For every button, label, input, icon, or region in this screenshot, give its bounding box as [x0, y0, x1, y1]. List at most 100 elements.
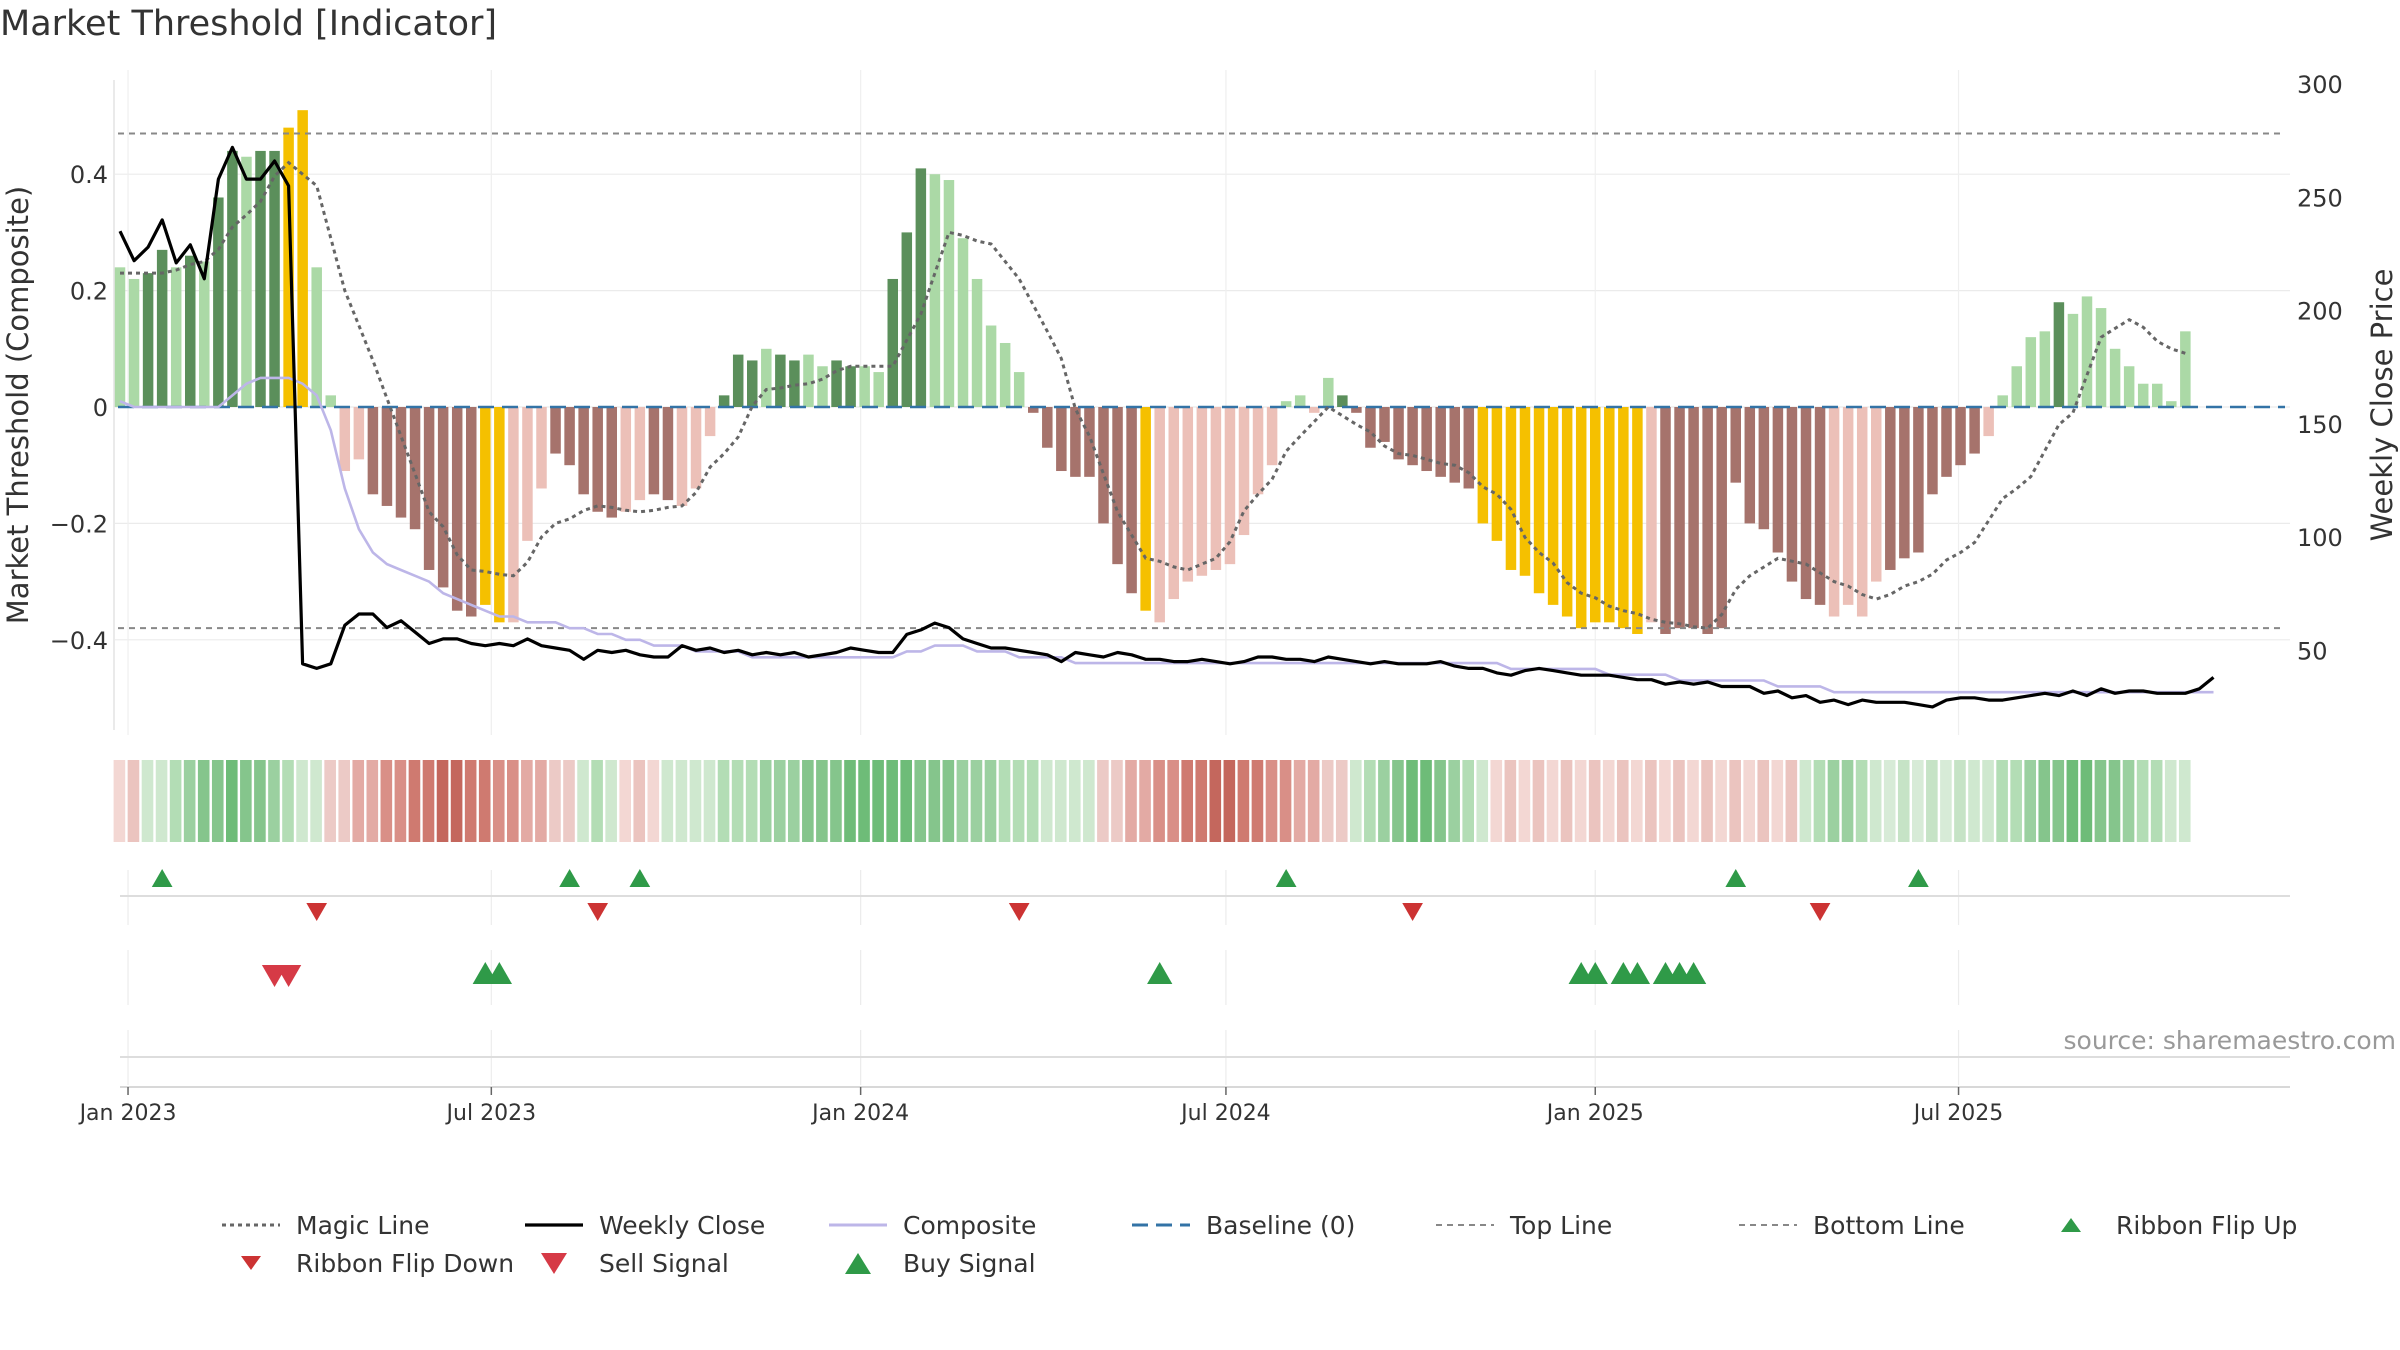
y2-tick-label: 300 — [2297, 71, 2343, 99]
buy-signal-marker — [1624, 962, 1651, 984]
composite-bar — [704, 407, 716, 437]
composite-bar — [915, 168, 927, 407]
axes: 0.4 0.2 0 −0.2 −0.4 300 250 200 150 100 50 Market T… — [1, 71, 2399, 1126]
composite-bar — [2137, 383, 2149, 407]
legend-swatch — [220, 1248, 282, 1278]
ribbon-cell — [928, 760, 941, 842]
composite-bar — [1547, 407, 1559, 605]
composite-bar — [339, 407, 351, 472]
composite-bar — [1028, 407, 1039, 413]
composite-bar — [1730, 407, 1741, 483]
ribbon-cell — [1841, 760, 1854, 842]
composite-bar — [269, 150, 280, 408]
ribbon-strip — [113, 760, 2191, 842]
x-tick-label: Jul 2024 — [1179, 1101, 1271, 1126]
ribbon-cell — [970, 760, 983, 842]
ribbon-cell — [549, 760, 561, 842]
ribbon-cell — [2150, 760, 2163, 842]
composite-bar — [1477, 407, 1489, 524]
legend-label: Ribbon Flip Up — [2116, 1210, 2298, 1240]
composite-bar — [1899, 407, 1910, 559]
composite-bar — [929, 174, 941, 407]
composite-bar — [297, 110, 308, 408]
composite-bar — [1842, 407, 1854, 605]
y2-tick-label: 150 — [2297, 411, 2343, 439]
ribbon-cell — [1392, 760, 1404, 842]
ribbon-cell — [1729, 760, 1741, 842]
ribbon-cell — [1546, 760, 1559, 842]
ribbon-cell — [830, 760, 842, 842]
ribbon-flip-up-marker — [559, 869, 580, 887]
ribbon-cell — [352, 760, 365, 842]
composite-bar — [1561, 407, 1573, 617]
ribbon-cell — [1307, 760, 1320, 842]
ribbon-cell — [1673, 760, 1685, 842]
ribbon-cell — [689, 760, 702, 842]
composite-bar — [1814, 407, 1826, 605]
legend-swatch — [220, 1210, 282, 1240]
composite-bar — [1702, 407, 1713, 634]
ribbon-cell — [619, 760, 631, 842]
legend-item-flip-up: Ribbon Flip Up — [2040, 1210, 2297, 1240]
signal-markers — [120, 869, 2290, 1058]
ribbon-cell — [1532, 760, 1545, 842]
legend-label: Baseline (0) — [1206, 1210, 1356, 1240]
ribbon-cell — [436, 760, 449, 842]
composite-bar — [1758, 407, 1770, 530]
legend-item-composite: Composite — [827, 1210, 1036, 1240]
composite-bar — [803, 354, 814, 407]
composite-bar — [1238, 407, 1250, 536]
composite-bar — [1772, 407, 1784, 553]
legend-label: Ribbon Flip Down — [296, 1248, 515, 1278]
legend-label: Magic Line — [296, 1210, 430, 1240]
legend-item-sell: Sell Signal — [523, 1248, 729, 1278]
legend-item-flip-down: Ribbon Flip Down — [220, 1248, 514, 1278]
ribbon-cell — [745, 760, 758, 842]
ribbon-cell — [1223, 760, 1236, 842]
ribbon-cell — [226, 760, 238, 842]
ribbon-cell — [282, 760, 294, 842]
composite-bar — [550, 407, 561, 454]
composite-bar — [423, 407, 435, 570]
y-tick-label: 0.2 — [70, 278, 108, 306]
ribbon-cell — [1588, 760, 1601, 842]
composite-bar — [1449, 407, 1460, 483]
legend-item-magic: Magic Line — [220, 1210, 430, 1240]
source-credit: source: sharemaestro.com — [2064, 1026, 2397, 1055]
ribbon-cell — [1111, 760, 1123, 842]
ribbon-cell — [886, 760, 898, 842]
ribbon-cell — [155, 760, 168, 842]
ribbon-cell — [2178, 760, 2191, 842]
ribbon-cell — [254, 760, 266, 842]
ribbon-cell — [2080, 760, 2093, 842]
composite-bar — [381, 407, 393, 506]
ribbon-cell — [591, 760, 603, 842]
composite-bar — [2095, 308, 2107, 407]
y2-tick-label: 200 — [2297, 298, 2343, 326]
ribbon-cell — [1954, 760, 1966, 842]
y2-axis-label: Weekly Close Price — [2365, 269, 2399, 542]
composite-bar — [1505, 407, 1517, 570]
composite-bar — [1393, 407, 1404, 460]
ribbon-cell — [1996, 760, 2008, 842]
composite-bar — [1294, 395, 1306, 407]
composite-bar — [1871, 407, 1882, 582]
composite-bar — [1941, 407, 1952, 477]
ribbon-cell — [2164, 760, 2177, 842]
composite-bar — [522, 407, 533, 541]
ribbon-cell — [1462, 760, 1474, 842]
composite-bar — [690, 407, 702, 489]
legend-label: Bottom Line — [1813, 1210, 1965, 1240]
ribbon-cell — [858, 760, 870, 842]
ribbon-cell — [2038, 760, 2051, 842]
ribbon-cell — [1490, 760, 1503, 842]
composite-bar — [1056, 407, 1067, 472]
ribbon-cell — [1504, 760, 1517, 842]
legend-label: Top Line — [1510, 1210, 1613, 1240]
ribbon-cell — [1743, 760, 1755, 842]
composite-bar — [1140, 407, 1151, 611]
ribbon-cell — [1321, 760, 1334, 842]
y2-tick-label: 50 — [2297, 637, 2328, 665]
composite-bar — [409, 407, 421, 530]
legend-swatch — [1434, 1210, 1496, 1240]
